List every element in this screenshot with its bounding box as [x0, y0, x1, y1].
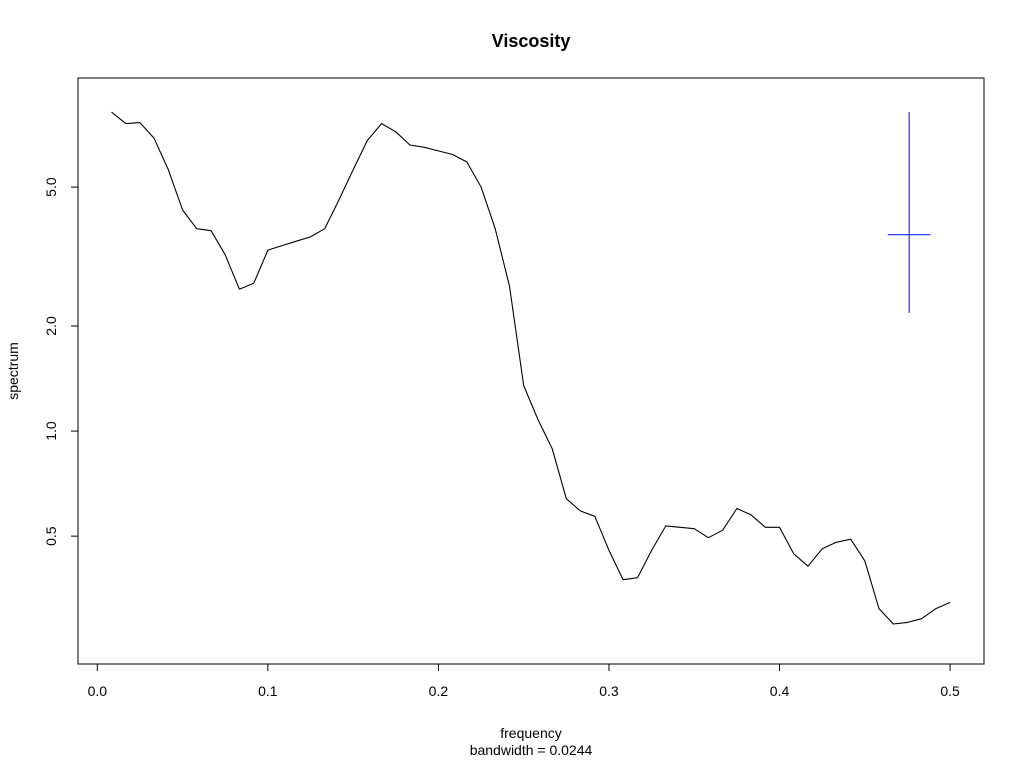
y-axis-label: spectrum	[5, 342, 21, 400]
x-axis-label: frequency	[500, 725, 561, 741]
y-tick-label: 0.5	[43, 526, 59, 546]
spectrum-line	[111, 111, 951, 625]
x-tick-label: 0.1	[258, 683, 278, 699]
plot-frame	[77, 77, 985, 665]
y-tick-label: 1.0	[43, 421, 59, 441]
x-tick-label: 0.5	[940, 683, 960, 699]
confidence-interval-marker	[887, 112, 931, 313]
x-tick-label: 0.4	[770, 683, 790, 699]
y-tick-label: 2.0	[43, 316, 59, 336]
x-tick-label: 0.0	[88, 683, 108, 699]
chart-title: Viscosity	[492, 31, 571, 51]
bandwidth-label: bandwidth = 0.0244	[470, 742, 593, 758]
x-tick-label: 0.2	[429, 683, 449, 699]
x-axis: 0.0 0.1 0.2 0.3 0.4 0.5	[88, 663, 960, 699]
y-axis: 0.5 1.0 2.0 5.0	[43, 177, 79, 546]
series-layer	[111, 111, 951, 625]
x-tick-label: 0.3	[599, 683, 619, 699]
y-tick-label: 5.0	[43, 177, 59, 197]
